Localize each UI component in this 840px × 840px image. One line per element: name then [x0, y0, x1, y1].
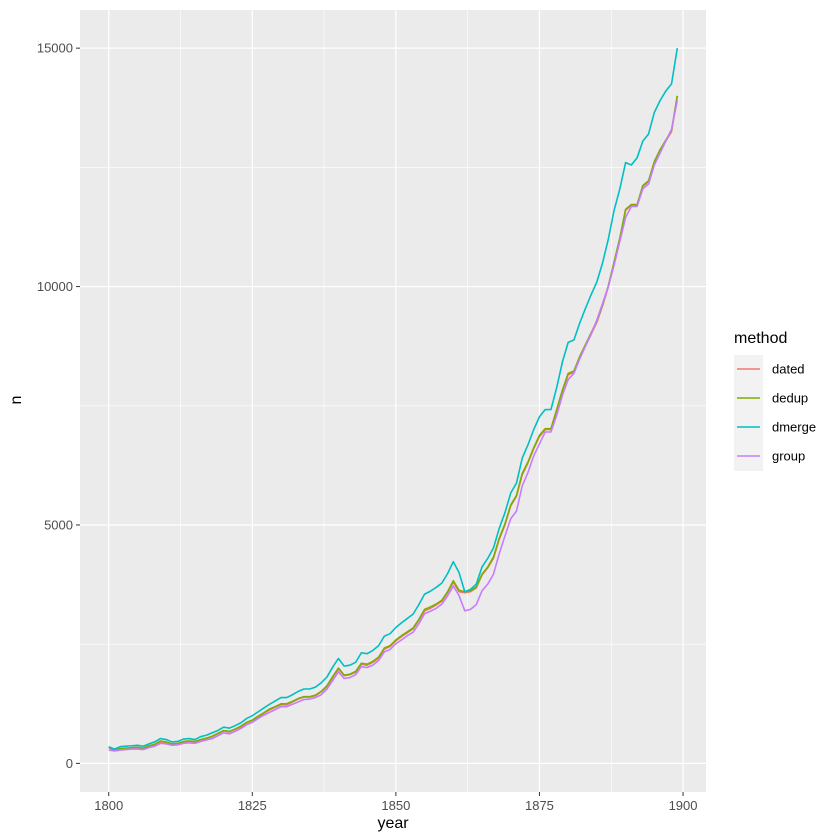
x-tick-label: 1825 — [238, 798, 267, 813]
legend-label-dedup: dedup — [772, 391, 808, 406]
y-tick-label: 15000 — [37, 41, 73, 56]
x-tick-label: 1875 — [525, 798, 554, 813]
plot-panel — [80, 10, 706, 792]
major-gridlines — [80, 10, 706, 792]
legend-label-dmerge: dmerge — [772, 420, 816, 435]
x-axis-title: year — [377, 815, 409, 832]
legend: method dated dedup dmerge group — [734, 330, 816, 471]
x-tick-label: 1900 — [669, 798, 698, 813]
series-line-group — [108, 100, 679, 752]
y-tick-label: 0 — [66, 756, 73, 771]
y-tick-label: 10000 — [37, 279, 73, 294]
series-line-dmerge — [108, 48, 679, 750]
legend-label-dated: dated — [772, 362, 805, 377]
y-axis: 0 5000 10000 15000 — [37, 41, 80, 771]
legend-title: method — [734, 330, 787, 347]
y-axis-title: n — [8, 396, 25, 405]
legend-label-group: group — [772, 449, 805, 464]
y-tick-label: 5000 — [44, 517, 73, 532]
x-axis: 1800 1825 1850 1875 1900 — [94, 792, 697, 813]
series-lines — [108, 48, 679, 752]
x-tick-label: 1800 — [94, 798, 123, 813]
x-tick-label: 1850 — [381, 798, 410, 813]
